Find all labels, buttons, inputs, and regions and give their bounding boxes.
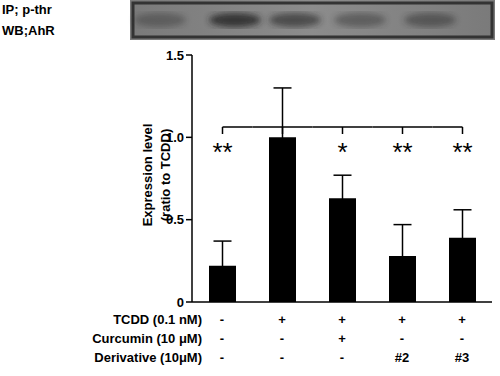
svg-text:Derivative (10μM): Derivative (10μM) bbox=[94, 350, 202, 365]
svg-text:Curcumin (10 μM): Curcumin (10 μM) bbox=[92, 331, 202, 346]
svg-text:+: + bbox=[338, 331, 346, 346]
svg-text:-: - bbox=[220, 312, 224, 327]
svg-text:**: ** bbox=[392, 137, 412, 167]
svg-text:-: - bbox=[340, 350, 344, 365]
svg-text:-: - bbox=[220, 350, 224, 365]
svg-text:1.5: 1.5 bbox=[166, 48, 184, 63]
svg-text:#2: #2 bbox=[395, 350, 409, 365]
svg-text:-: - bbox=[280, 331, 284, 346]
svg-text:0.5: 0.5 bbox=[166, 212, 184, 227]
svg-text:WB;AhR: WB;AhR bbox=[8, 23, 55, 38]
svg-text:+: + bbox=[398, 312, 406, 327]
svg-text:TCDD (0.1 nM): TCDD (0.1 nM) bbox=[113, 312, 202, 327]
svg-text:-: - bbox=[400, 331, 404, 346]
svg-text:**: ** bbox=[452, 137, 472, 167]
svg-text:*: * bbox=[337, 137, 347, 167]
svg-text:-: - bbox=[460, 331, 464, 346]
svg-text:0: 0 bbox=[177, 295, 184, 310]
svg-text:(ratio to TCDD): (ratio to TCDD) bbox=[158, 128, 173, 222]
svg-text:+: + bbox=[458, 312, 466, 327]
svg-text:1.0: 1.0 bbox=[166, 130, 184, 145]
svg-text:#3: #3 bbox=[455, 350, 469, 365]
svg-text:+: + bbox=[338, 312, 346, 327]
svg-text:IP; p-thr: IP; p-thr bbox=[8, 2, 52, 17]
svg-text:Expression level: Expression level bbox=[140, 124, 155, 227]
svg-text:-: - bbox=[280, 350, 284, 365]
svg-text:-: - bbox=[220, 331, 224, 346]
svg-text:**: ** bbox=[212, 137, 232, 167]
svg-text:+: + bbox=[278, 312, 286, 327]
